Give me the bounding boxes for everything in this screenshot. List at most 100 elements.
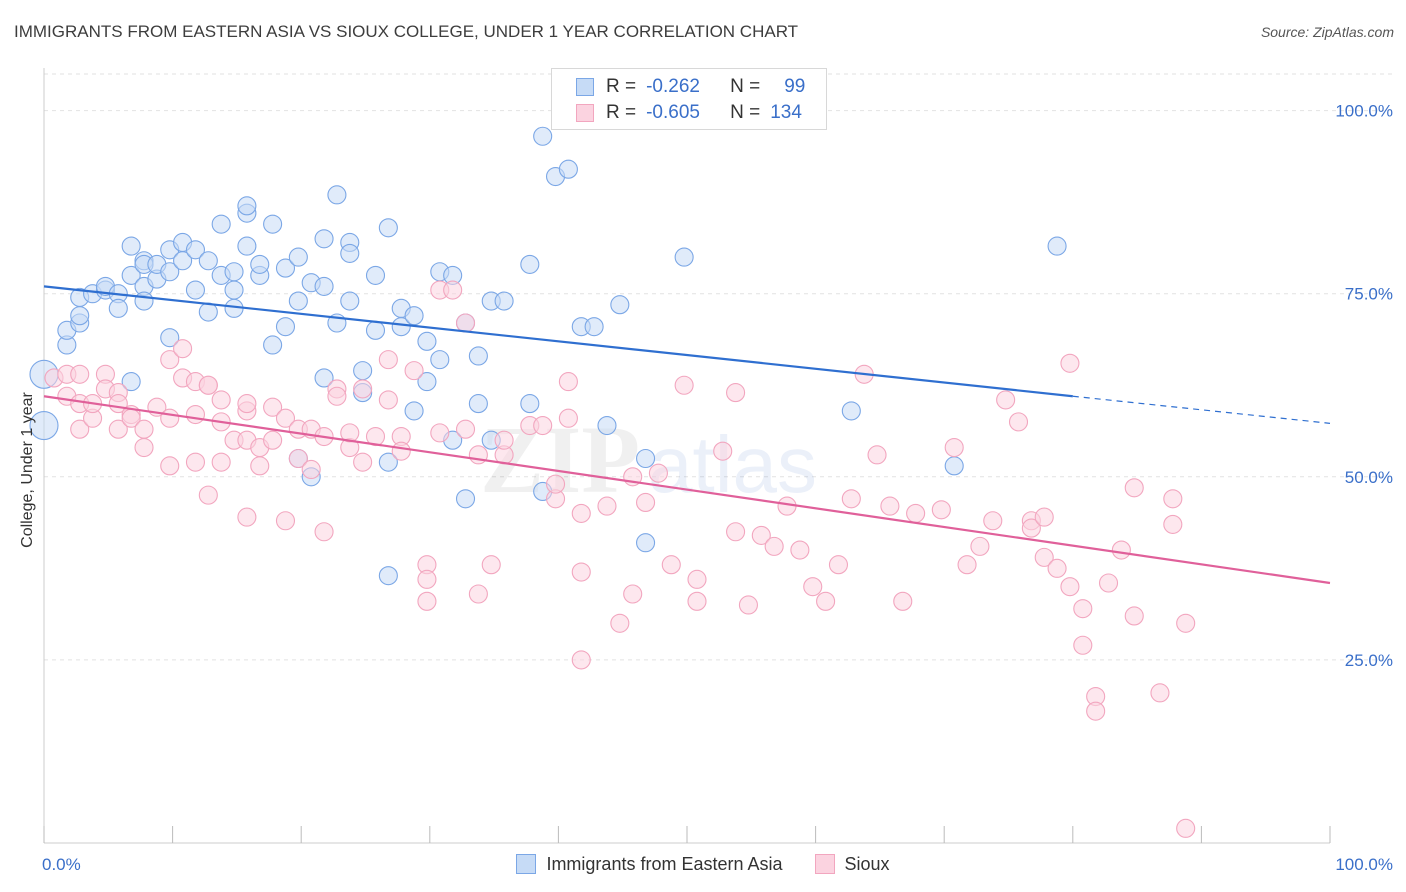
data-point [494, 430, 514, 450]
data-point [288, 448, 308, 469]
data-point [623, 584, 643, 604]
legend-item-sioux[interactable]: Sioux [814, 853, 890, 875]
data-point [944, 437, 964, 458]
data-point [327, 386, 347, 406]
data-point [70, 306, 90, 326]
data-point [121, 236, 141, 256]
y-axis-label: College, Under 1 year [19, 392, 36, 548]
data-point [455, 419, 476, 439]
data-point [417, 591, 437, 611]
data-point [558, 372, 578, 392]
data-point [301, 459, 321, 480]
data-point [610, 613, 630, 633]
axes [43, 68, 1331, 844]
data-point [134, 291, 154, 311]
data-point [1124, 478, 1144, 498]
data-point [494, 291, 514, 311]
data-point [288, 247, 308, 267]
data-point [173, 339, 193, 359]
data-point [764, 536, 784, 556]
data-point [391, 441, 411, 461]
x-tick-label: 100.0% [1335, 855, 1393, 874]
data-point [520, 394, 540, 414]
data-point [1098, 573, 1119, 593]
data-point [597, 496, 617, 516]
data-point [545, 474, 566, 494]
legend-label: Sioux [844, 853, 890, 874]
data-point [185, 240, 206, 260]
data-point [996, 390, 1016, 410]
data-point [1060, 353, 1080, 373]
data-point [571, 562, 591, 582]
data-point [340, 243, 360, 263]
x-tick-label: 0.0% [42, 855, 81, 874]
data-point [237, 196, 257, 216]
data-point [29, 410, 59, 441]
data-point [288, 291, 308, 311]
data-point [726, 522, 746, 542]
data-point [1008, 412, 1029, 432]
data-point [224, 280, 244, 300]
data-point [636, 533, 656, 553]
chart-title: IMMIGRANTS FROM EASTERN ASIA VS SIOUX CO… [14, 22, 799, 41]
legend-swatch-blue [516, 854, 537, 874]
data-point [533, 415, 553, 436]
data-point [417, 372, 437, 392]
legend-swatch-pink [814, 854, 835, 874]
data-point [275, 317, 296, 337]
data-point [1047, 236, 1067, 256]
data-point [314, 522, 334, 542]
data-point [417, 569, 437, 589]
data-point [404, 361, 424, 381]
data-point [198, 302, 218, 322]
data-point [1021, 518, 1041, 538]
data-point [160, 328, 180, 348]
n-label: N = [730, 76, 761, 97]
data-point [468, 584, 488, 604]
data-point [378, 452, 398, 472]
data-point [198, 485, 218, 505]
data-point [1073, 635, 1093, 655]
data-point [404, 401, 424, 421]
legend-item-immigrants[interactable]: Immigrants from Eastern Asia [516, 854, 783, 875]
data-point [1124, 606, 1144, 626]
data-point [237, 507, 257, 527]
data-point [1176, 613, 1196, 633]
data-point [263, 430, 283, 450]
data-point [713, 441, 733, 461]
data-point [160, 350, 180, 370]
data-point [353, 452, 373, 472]
data-point [571, 650, 591, 670]
data-point [275, 408, 296, 428]
data-point [237, 394, 257, 414]
data-point [584, 317, 604, 337]
data-point [520, 254, 540, 274]
data-point [828, 555, 849, 575]
data-point [275, 511, 296, 531]
data-point [533, 126, 553, 146]
data-point [558, 408, 578, 428]
data-point [430, 423, 450, 443]
data-point [250, 456, 270, 476]
data-point [597, 415, 617, 436]
data-point [365, 265, 386, 285]
data-point [314, 276, 334, 296]
data-point [558, 159, 578, 179]
data-point [880, 496, 900, 516]
data-point [391, 317, 411, 337]
data-point [674, 247, 694, 267]
y-tick-label: 75.0% [1345, 285, 1393, 304]
data-point [430, 350, 450, 370]
data-point [108, 419, 128, 439]
data-point [378, 350, 398, 370]
data-point [404, 306, 424, 326]
data-point [250, 254, 270, 274]
data-point [365, 426, 386, 447]
trend-line-sioux [43, 395, 1331, 585]
data-point [867, 445, 887, 465]
data-point [983, 511, 1003, 531]
trend-line-immigrants [43, 285, 1073, 398]
data-point [571, 503, 591, 523]
stats-row-immigrants: R = -0.262 N = 99 [576, 74, 805, 100]
